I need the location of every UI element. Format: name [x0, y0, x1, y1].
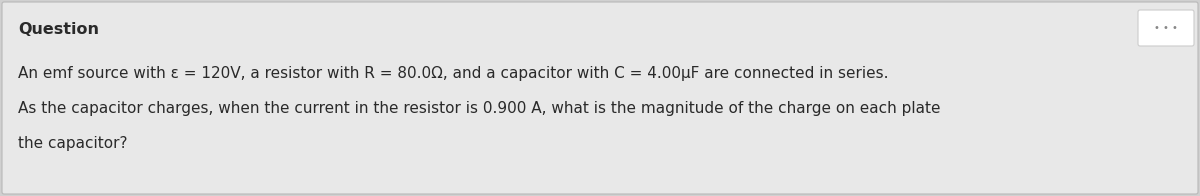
Text: • • •: • • • [1154, 23, 1178, 33]
Text: As the capacitor charges, when the current in the resistor is 0.900 A, what is t: As the capacitor charges, when the curre… [18, 101, 941, 116]
FancyBboxPatch shape [1138, 10, 1194, 46]
FancyBboxPatch shape [2, 2, 1198, 194]
Text: Question: Question [18, 22, 98, 37]
Text: the capacitor?: the capacitor? [18, 136, 127, 151]
Text: An emf source with ε = 120V, a resistor with R = 80.0Ω, and a capacitor with C =: An emf source with ε = 120V, a resistor … [18, 66, 888, 81]
